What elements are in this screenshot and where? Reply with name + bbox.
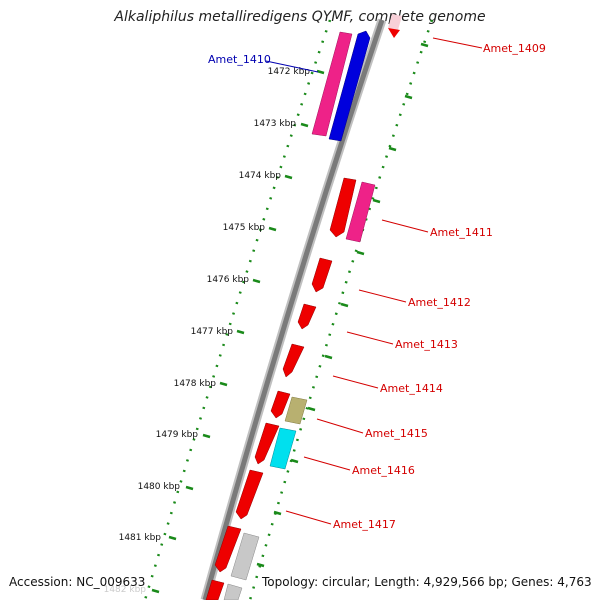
kbp-label: 1482 kbp bbox=[104, 585, 147, 595]
gene-arrow bbox=[235, 469, 264, 520]
gene-arrow bbox=[388, 28, 400, 38]
gene-arrow bbox=[214, 525, 242, 573]
kbp-ticks bbox=[151, 69, 325, 594]
kbp-label: 1481 kbp bbox=[119, 533, 162, 543]
inner-ring-ticks bbox=[256, 42, 429, 568]
gene-label: Amet_1414 bbox=[380, 382, 443, 395]
gene-arrow bbox=[230, 532, 260, 581]
kbp-label: 1473 kbp bbox=[254, 119, 297, 129]
kbp-label: 1479 kbp bbox=[156, 430, 199, 440]
gene-label: Amet_1410 bbox=[208, 53, 271, 66]
gene-label: Amet_1415 bbox=[365, 427, 428, 440]
genome-summary-text: Topology: circular; Length: 4,929,566 bp… bbox=[262, 575, 592, 589]
gene-arrow bbox=[311, 257, 333, 293]
kbp-label: 1477 kbp bbox=[191, 327, 234, 337]
gene-arrow bbox=[328, 30, 371, 142]
gene-arrow bbox=[282, 343, 305, 378]
kbp-label: 1476 kbp bbox=[207, 275, 250, 285]
gene-arrow bbox=[297, 303, 317, 330]
kbp-label: 1475 kbp bbox=[223, 223, 266, 233]
gene-label: Amet_1411 bbox=[430, 226, 493, 239]
gene-arrow bbox=[269, 427, 297, 470]
gene-arrow bbox=[329, 177, 357, 238]
gene-label: Amet_1413 bbox=[395, 338, 458, 351]
accession-text: Accession: NC_009633 bbox=[9, 575, 146, 589]
kbp-label: 1472 kbp bbox=[268, 67, 311, 77]
kbp-label: 1474 kbp bbox=[239, 171, 282, 181]
gene-label: Amet_1409 bbox=[483, 42, 546, 55]
gene-arrow bbox=[205, 579, 225, 600]
gene-arrow bbox=[284, 396, 308, 425]
gene-label: Amet_1417 bbox=[333, 518, 396, 531]
gene-arrows bbox=[205, 14, 402, 600]
gene-arrow bbox=[311, 31, 353, 137]
gene-arrow bbox=[223, 583, 243, 600]
genome-backbone bbox=[202, 19, 385, 600]
kbp-label: 1480 kbp bbox=[138, 482, 181, 492]
gene-arrow bbox=[254, 422, 280, 465]
gene-arrow bbox=[388, 14, 402, 30]
gene-arrow bbox=[270, 390, 291, 419]
gene-label: Amet_1412 bbox=[408, 296, 471, 309]
label-leaders bbox=[265, 37, 483, 525]
gene-arrow bbox=[345, 181, 376, 243]
gene-label: Amet_1416 bbox=[352, 464, 415, 477]
kbp-label: 1478 kbp bbox=[174, 379, 217, 389]
